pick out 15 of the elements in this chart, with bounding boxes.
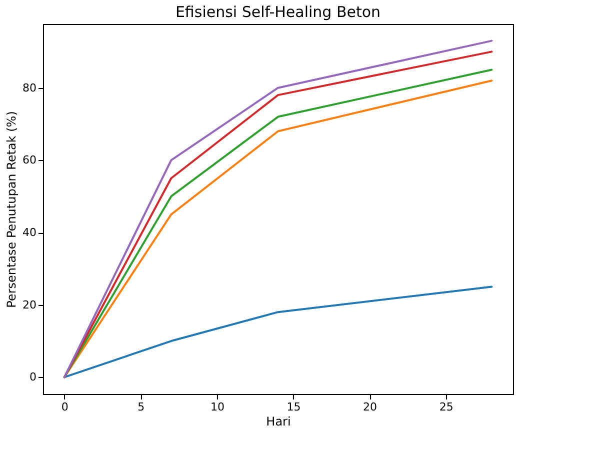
y-tick-label: 40 — [22, 226, 36, 240]
y-tick-label: 0 — [30, 370, 36, 384]
y-axis-title: Persentase Penutupan Retak (%) — [4, 111, 19, 308]
chart-title: Efisiensi Self-Healing Beton — [175, 3, 381, 21]
x-tick-label: 0 — [61, 400, 68, 414]
x-tick-label: 25 — [439, 400, 454, 414]
x-axis-title: Hari — [266, 414, 291, 428]
x-tick-label: 5 — [138, 400, 145, 414]
x-tick-label: 15 — [286, 400, 301, 414]
x-tick-label: 10 — [210, 400, 224, 414]
y-tick-label: 80 — [22, 81, 36, 94]
y-tick-label: 20 — [22, 298, 36, 312]
line-series — [63, 286, 493, 378]
x-tick-label: 20 — [363, 400, 378, 414]
y-tick-label: 60 — [22, 154, 36, 167]
